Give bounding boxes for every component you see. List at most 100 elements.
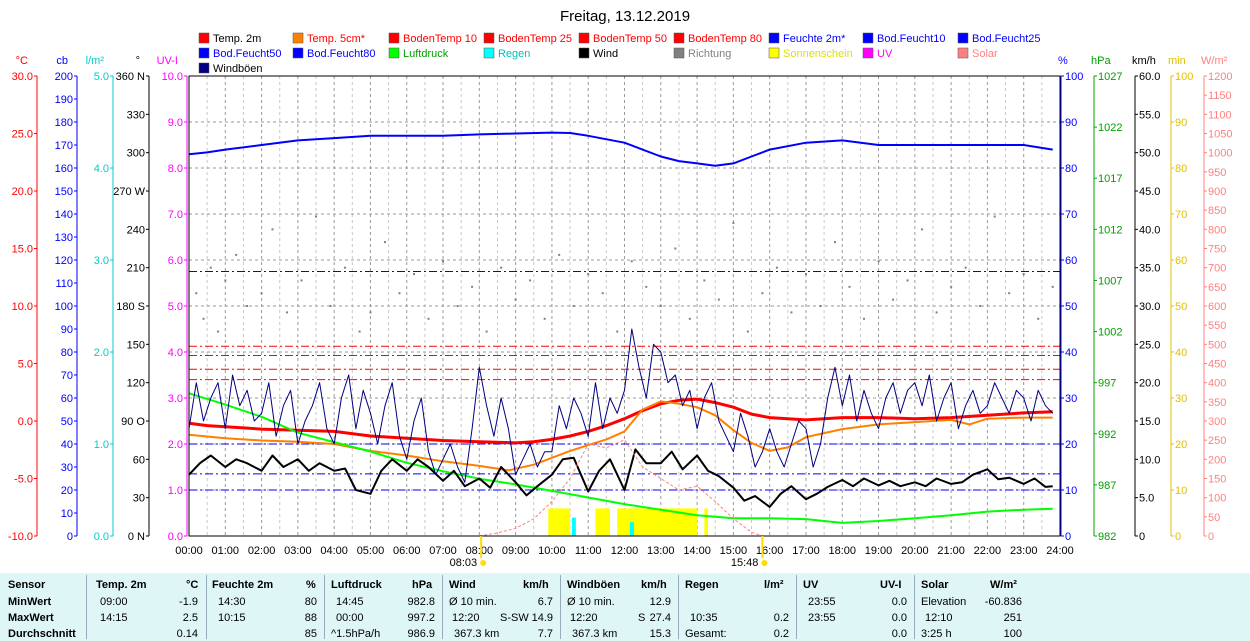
stats-header-temp: Temp. 2m bbox=[96, 579, 147, 591]
axis-tick-label: 200 bbox=[55, 71, 73, 83]
legend-swatch bbox=[957, 32, 969, 44]
direction-point bbox=[906, 279, 909, 282]
axis-tick-label: 140 bbox=[55, 209, 73, 221]
stats-cell: Gesamt: bbox=[685, 628, 727, 640]
x-tick-label: 03:00 bbox=[284, 545, 312, 557]
axis-tick-label: 20 bbox=[1175, 439, 1187, 451]
stats-table: Sensor Temp. 2m °C Feuchte 2m % Luftdruc… bbox=[0, 573, 1250, 641]
series-line bbox=[188, 448, 1053, 508]
axis-tick-label: 40 bbox=[61, 439, 73, 451]
axis-tick-label: 550 bbox=[1208, 320, 1226, 332]
series-line bbox=[188, 392, 1053, 524]
direction-point bbox=[746, 330, 749, 333]
legend-swatch bbox=[483, 32, 495, 44]
x-tick-label: 18:00 bbox=[828, 545, 856, 557]
direction-point bbox=[398, 292, 401, 295]
axis-tick-label: 1017 bbox=[1098, 173, 1122, 185]
stats-header-humidity-unit: % bbox=[306, 579, 316, 591]
axis-unit: cb bbox=[56, 55, 68, 67]
stats-header-rain: Regen bbox=[685, 579, 719, 591]
axis-tick-label: 40.0 bbox=[1139, 224, 1160, 236]
x-tick-label: 02:00 bbox=[248, 545, 276, 557]
plot-border bbox=[188, 75, 1061, 537]
axis-tick-label: 9.0 bbox=[168, 117, 183, 129]
axis-tick-label: 30 bbox=[133, 493, 145, 505]
axis-tick-label: 1100 bbox=[1208, 109, 1232, 121]
stats-cell: 85 bbox=[304, 628, 317, 640]
axis-tick-label: 10.0 bbox=[162, 71, 183, 83]
legend: Temp. 2m Temp. 5cm* BodenTemp 10 BodenTemp … bbox=[198, 32, 1041, 75]
stats-cell: -60.836 bbox=[984, 596, 1022, 608]
axis-unit: °C bbox=[16, 55, 28, 67]
axis-tick-label: 180 S bbox=[116, 301, 145, 313]
axis-tick-label: 90 bbox=[61, 324, 73, 336]
direction-point bbox=[209, 266, 212, 269]
axis-tick-label: 240 bbox=[127, 224, 145, 236]
stats-cell: 12:20 bbox=[452, 612, 480, 624]
stats-cell: 251 bbox=[1003, 612, 1022, 624]
stats-divider bbox=[442, 575, 443, 639]
legend-swatch bbox=[198, 47, 210, 59]
axis-tick-label: 3.0 bbox=[168, 393, 183, 405]
stats-cell: 367.3 km bbox=[454, 628, 500, 640]
legend-label: Temp. 2m bbox=[213, 33, 261, 45]
axis-tick-label: 30.0 bbox=[1139, 301, 1160, 313]
stats-header-temp-unit: °C bbox=[186, 579, 199, 591]
legend-label: Regen bbox=[498, 48, 530, 60]
axis-tick-label: 1200 bbox=[1208, 71, 1232, 83]
axis-tick-label: 5.0 bbox=[168, 301, 183, 313]
axis-tick-label: 100 bbox=[55, 301, 73, 313]
axis-tick-label: 60.0 bbox=[1139, 71, 1160, 83]
direction-point bbox=[1051, 285, 1054, 288]
x-tick-label: 20:00 bbox=[901, 545, 929, 557]
stats-cell: -1.9 bbox=[179, 596, 198, 608]
direction-point bbox=[315, 215, 318, 218]
axis-tick-label: 90 bbox=[1175, 117, 1187, 129]
stats-cell: 0.0 bbox=[891, 612, 907, 624]
stats-cell: 00:00 bbox=[336, 612, 364, 624]
axis-tick-label: 50.0 bbox=[1139, 148, 1160, 160]
axis-tick-label: 600 bbox=[1208, 301, 1226, 313]
legend-label: Temp. 5cm* bbox=[307, 33, 366, 45]
stats-header-uv: UV bbox=[803, 579, 819, 591]
x-tick-label: 01:00 bbox=[212, 545, 240, 557]
stats-cell: ^1.5hPa/h bbox=[331, 628, 381, 640]
stats-cell: Elevation bbox=[921, 596, 967, 608]
axis-tick-label: 0 bbox=[67, 531, 73, 543]
stats-cell: S bbox=[638, 612, 646, 624]
stats-cell: 12.9 bbox=[649, 596, 671, 608]
axis-unit: min bbox=[1168, 55, 1186, 67]
axis-tick-label: 40 bbox=[1175, 347, 1187, 359]
stats-cell: 986.9 bbox=[407, 628, 435, 640]
axis-tick-label: 10 bbox=[61, 508, 73, 520]
direction-point bbox=[442, 260, 445, 263]
stats-header-uv-unit: UV-I bbox=[880, 579, 902, 591]
legend-label: Bod.Feucht50 bbox=[213, 48, 282, 60]
axis-tick-label: 15.0 bbox=[12, 244, 33, 256]
x-tick-label: 14:00 bbox=[683, 545, 711, 557]
axis-tick-label: 50 bbox=[1175, 301, 1187, 313]
axis-tick-label: 60 bbox=[1065, 255, 1077, 267]
stats-cell: 14:30 bbox=[218, 596, 246, 608]
axis-tick-label: 950 bbox=[1208, 167, 1226, 179]
x-tick-label: 05:00 bbox=[357, 545, 385, 557]
axis-tick-label: 1022 bbox=[1098, 122, 1122, 134]
direction-point bbox=[935, 311, 938, 314]
stats-cell: 09:00 bbox=[100, 596, 128, 608]
x-tick-label: 23:00 bbox=[1010, 545, 1038, 557]
stats-cell: 997.2 bbox=[407, 612, 435, 624]
direction-point bbox=[703, 279, 706, 282]
axis-tick-label: 50 bbox=[61, 416, 73, 428]
legend-swatch bbox=[768, 32, 780, 44]
axis-tick-label: 120 bbox=[127, 378, 145, 390]
stats-divider bbox=[324, 575, 325, 639]
axis-tick-label: 30 bbox=[61, 462, 73, 474]
stats-cell: 88 bbox=[304, 612, 317, 624]
legend-swatch bbox=[862, 32, 874, 44]
direction-point bbox=[993, 215, 996, 218]
x-tick-label: 00:00 bbox=[175, 545, 203, 557]
weather-chart: Freitag, 13.12.2019 Temp. 2m Temp. 5cm* Bo… bbox=[8, 8, 1233, 569]
axis-tick-label: 2.0 bbox=[168, 439, 183, 451]
legend-swatch bbox=[388, 47, 400, 59]
legend-swatch bbox=[578, 32, 590, 44]
